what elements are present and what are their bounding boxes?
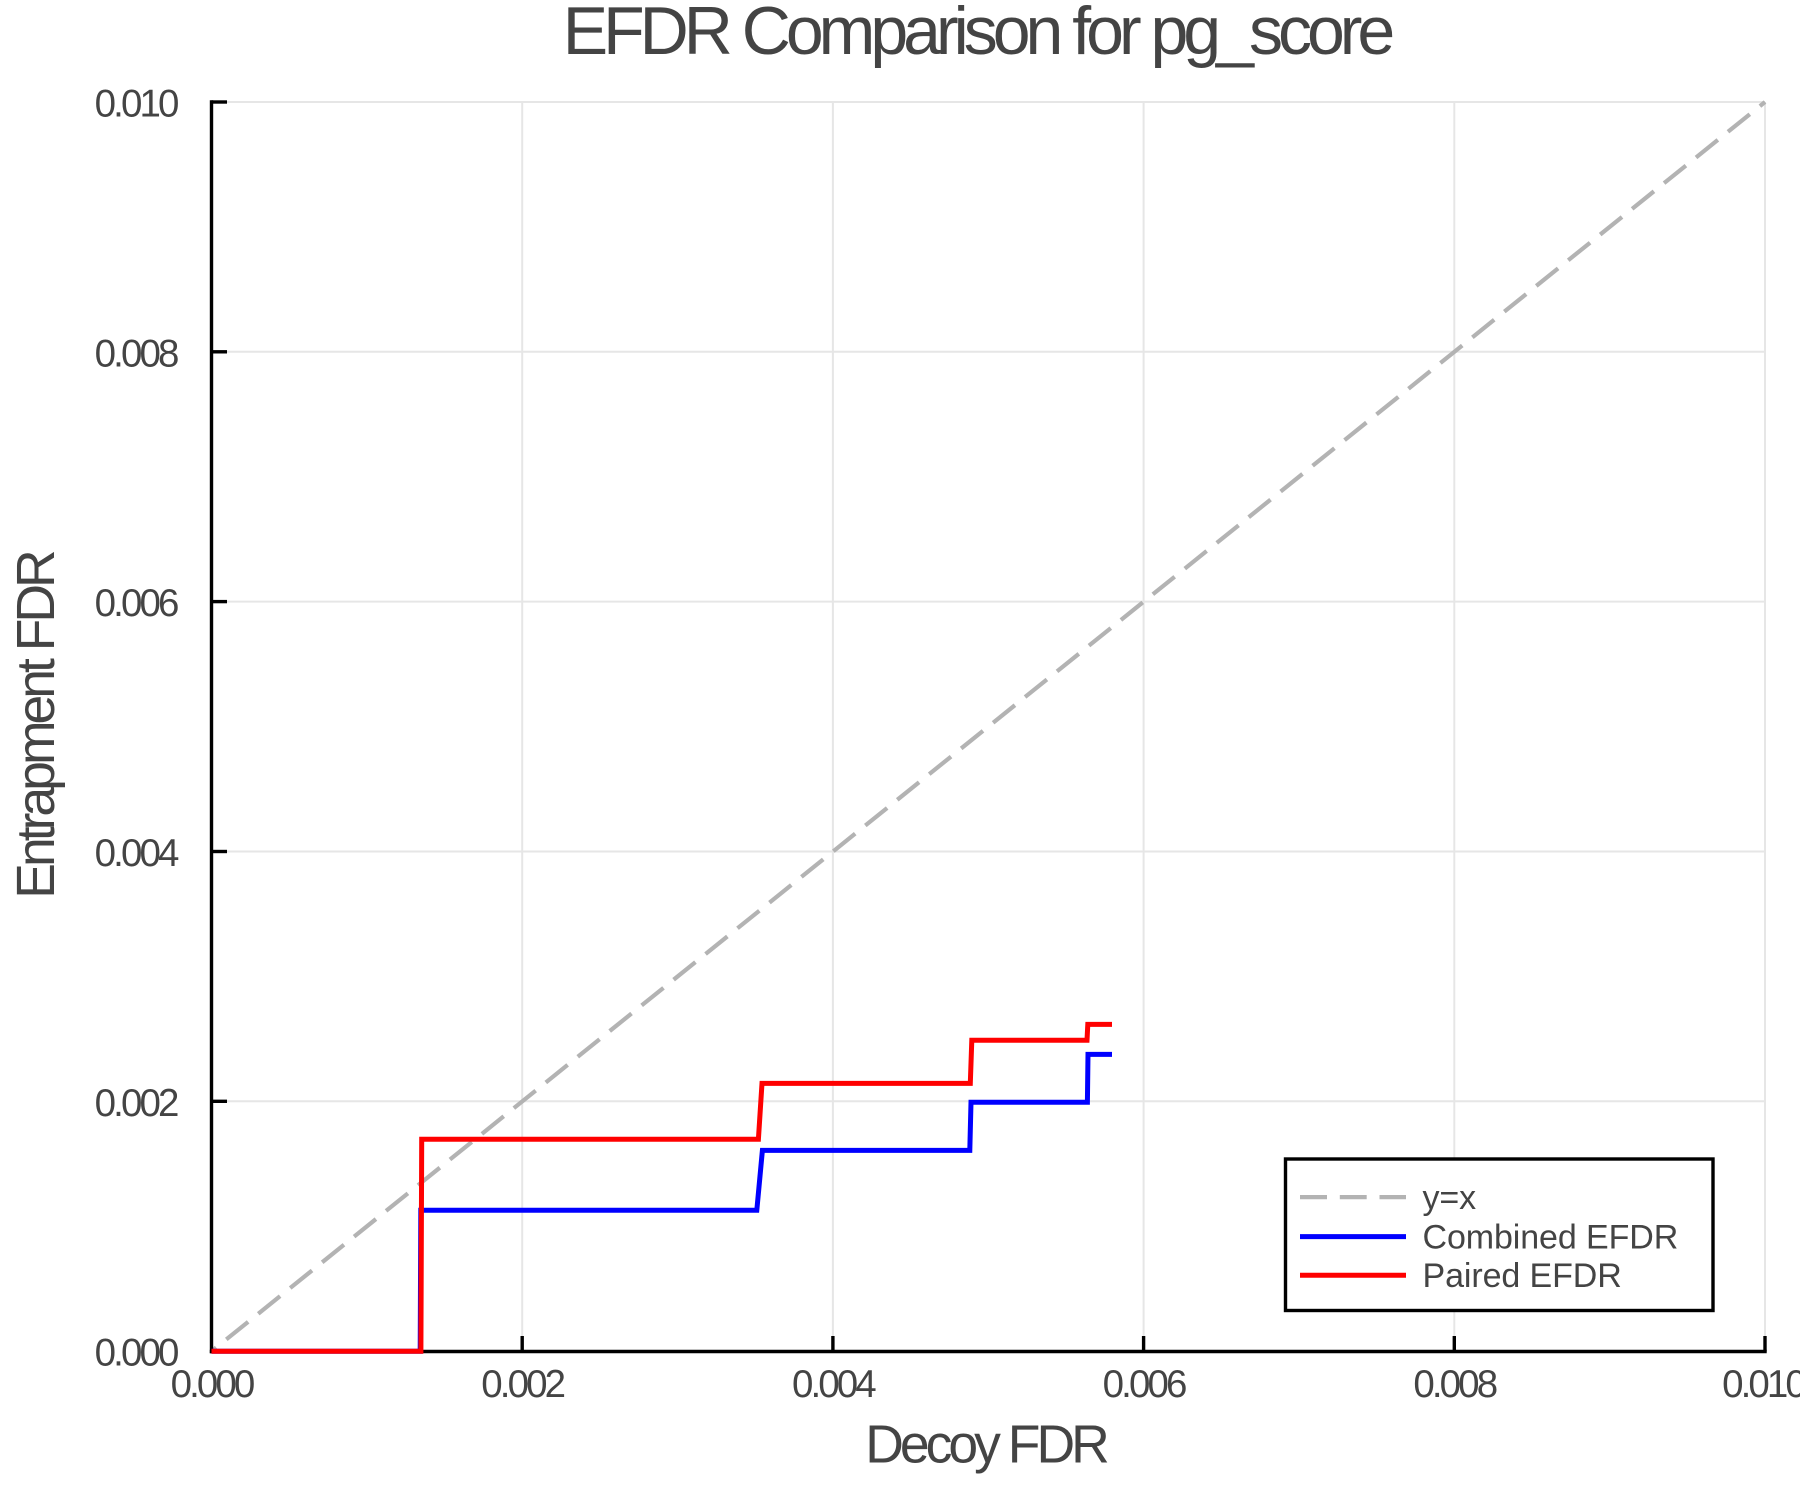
svg-text:0.004: 0.004 xyxy=(95,832,179,875)
svg-text:0.010: 0.010 xyxy=(1722,1363,1800,1406)
svg-text:Combined EFDR: Combined EFDR xyxy=(1423,1218,1679,1256)
svg-text:0.004: 0.004 xyxy=(792,1363,876,1406)
svg-text:Entrapment FDR: Entrapment FDR xyxy=(7,551,66,899)
svg-text:0.002: 0.002 xyxy=(481,1363,564,1406)
svg-text:Paired EFDR: Paired EFDR xyxy=(1423,1257,1622,1295)
svg-text:0.000: 0.000 xyxy=(95,1332,178,1375)
svg-text:0.006: 0.006 xyxy=(95,582,178,625)
svg-text:0.010: 0.010 xyxy=(95,83,178,126)
svg-text:0.002: 0.002 xyxy=(95,1082,178,1125)
svg-text:0.006: 0.006 xyxy=(1103,1363,1186,1406)
svg-text:EFDR Comparison for pg_score: EFDR Comparison for pg_score xyxy=(563,0,1393,69)
svg-text:0.008: 0.008 xyxy=(1413,1363,1496,1406)
svg-text:y=x: y=x xyxy=(1423,1179,1477,1217)
svg-text:0.008: 0.008 xyxy=(95,332,178,375)
svg-text:Decoy FDR: Decoy FDR xyxy=(865,1416,1108,1475)
svg-text:0.000: 0.000 xyxy=(171,1363,254,1406)
